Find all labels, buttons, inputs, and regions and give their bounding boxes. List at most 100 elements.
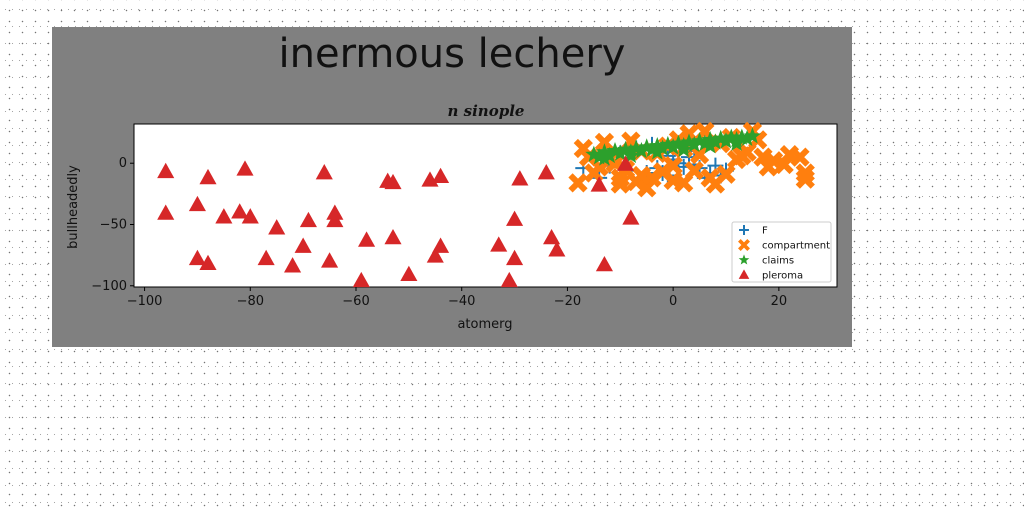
point-3-9 (241, 208, 259, 224)
point-3-22 (384, 228, 402, 245)
point-2-32 (622, 146, 640, 164)
point-2-36 (728, 134, 746, 151)
legend-marker-0 (739, 225, 749, 235)
point-1-42 (631, 165, 652, 186)
point-3-24 (400, 265, 418, 282)
point-2-6 (617, 140, 635, 158)
point-2-9 (632, 141, 650, 159)
point-1-0 (568, 173, 588, 193)
point-2-31 (595, 149, 613, 166)
point-2-26 (722, 128, 740, 145)
x-axis: −100 −80 −60 −40 −20 0 20 (127, 287, 787, 309)
point-2-16 (669, 134, 687, 151)
x-axis-label: atomerg (457, 317, 512, 332)
x-tick-label-4: −20 (554, 294, 581, 309)
x-tick-label-3: −40 (448, 294, 475, 309)
point-2-29 (738, 129, 756, 146)
y-axis-label: bullheadedly (66, 165, 81, 249)
point-1-40 (795, 169, 815, 189)
point-2-34 (675, 140, 693, 158)
series-pleroma (157, 155, 640, 288)
point-1-26 (716, 164, 736, 184)
point-2-4 (606, 141, 624, 159)
point-1-11 (637, 178, 657, 198)
legend-label-0: F (762, 226, 768, 237)
point-3-33 (511, 170, 529, 186)
point-3-11 (268, 219, 286, 235)
point-3-16 (321, 252, 339, 268)
x-tick-label-2: −60 (342, 294, 369, 309)
point-2-20 (691, 132, 709, 149)
point-3-20 (358, 231, 376, 247)
point-2-14 (659, 135, 677, 153)
chart-subtitle: n sinople (448, 102, 525, 120)
point-3-2 (188, 195, 206, 212)
point-1-4 (594, 132, 615, 153)
point-3-7 (231, 203, 249, 219)
point-3-29 (490, 236, 508, 252)
scatter-chart: inermous lechery n sinople −100 −80 −60 −40… (66, 31, 838, 332)
point-2-30 (743, 127, 761, 144)
point-3-38 (595, 255, 613, 272)
point-3-28 (432, 167, 450, 183)
point-3-12 (284, 257, 302, 273)
point-1-38 (790, 147, 810, 167)
point-2-35 (701, 137, 719, 154)
point-3-26 (426, 247, 444, 263)
series-claims (585, 127, 761, 166)
point-3-1 (157, 204, 175, 220)
point-2-19 (685, 135, 703, 153)
point-2-33 (648, 143, 666, 160)
point-1-43 (663, 170, 683, 190)
legend-marker-3 (738, 269, 750, 279)
x-tick-label-6: 20 (771, 294, 788, 309)
point-2-23 (706, 133, 724, 150)
x-tick-label-5: 0 (669, 294, 677, 309)
point-3-4 (199, 168, 217, 185)
point-1-16 (663, 156, 683, 176)
point-3-36 (548, 241, 566, 257)
y-tick-label-0: 0 (119, 156, 127, 171)
legend-label-1: compartment (762, 241, 830, 252)
point-2-10 (638, 138, 656, 155)
plot-area (133, 123, 838, 288)
legend-marker-2 (738, 254, 750, 265)
point-2-24 (712, 129, 730, 146)
point-2-8 (627, 139, 645, 156)
x-tick-label-1: −80 (237, 294, 264, 309)
chart-title: inermous lechery (279, 31, 626, 77)
point-3-32 (506, 210, 524, 226)
point-3-34 (537, 164, 555, 180)
legend-box (731, 221, 832, 283)
point-3-8 (236, 160, 254, 176)
point-3-37 (590, 176, 608, 192)
point-3-6 (215, 208, 233, 224)
data-marks (157, 121, 815, 288)
legend-label-3: pleroma (762, 271, 803, 282)
point-2-11 (643, 140, 661, 158)
point-3-31 (506, 249, 524, 266)
point-3-19 (352, 271, 370, 288)
point-3-5 (199, 254, 217, 271)
point-3-35 (543, 228, 561, 245)
point-2-3 (601, 146, 619, 164)
point-3-0 (157, 162, 175, 179)
point-3-23 (384, 173, 402, 190)
y-tick-label-1: −50 (100, 217, 127, 232)
point-2-13 (654, 139, 672, 156)
point-3-18 (326, 204, 344, 220)
point-3-15 (315, 164, 333, 180)
point-1-46 (610, 174, 630, 194)
point-2-15 (664, 138, 682, 155)
point-3-30 (500, 271, 518, 288)
point-2-18 (680, 133, 698, 150)
point-3-10 (257, 249, 275, 266)
point-3-3 (188, 249, 206, 266)
point-1-20 (684, 160, 704, 181)
point-3-27 (432, 237, 450, 253)
point-3-40 (622, 209, 640, 225)
point-2-25 (717, 132, 735, 149)
point-3-39 (617, 155, 635, 171)
legend-label-2: claims (762, 256, 794, 267)
